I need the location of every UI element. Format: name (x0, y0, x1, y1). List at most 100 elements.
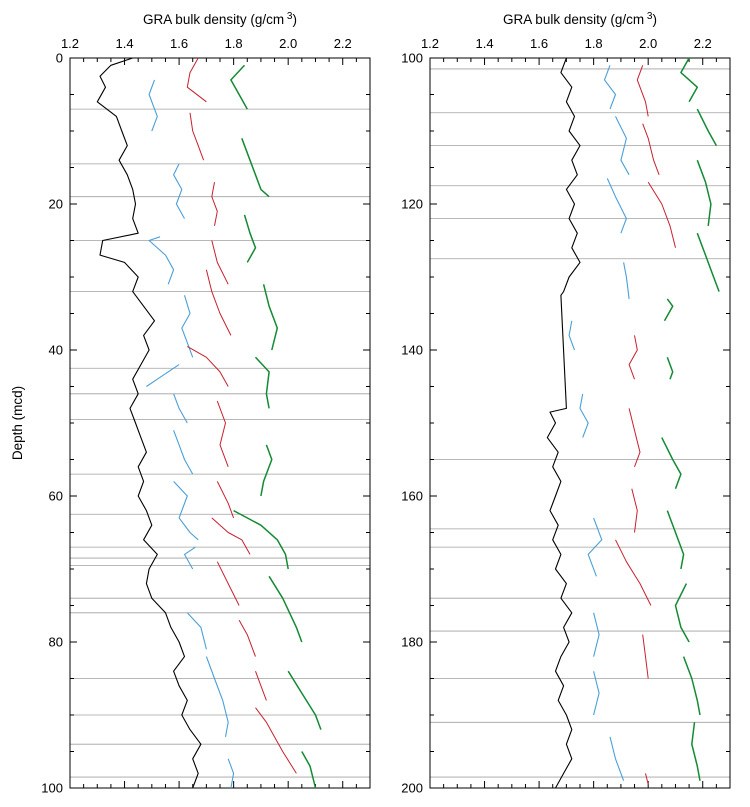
series-holeB-segment (255, 671, 267, 701)
y-tick-label: 200 (401, 781, 423, 796)
series-holeA-segment (173, 163, 185, 219)
series-holeB-segment (205, 269, 232, 336)
series-holeA-segment (606, 178, 627, 234)
series-holeA-segment (579, 393, 589, 438)
series-holeA-segment (173, 430, 194, 475)
series-holeC-segment (233, 509, 289, 570)
series-holeA-segment (587, 517, 603, 577)
series-holeC-segment (262, 284, 279, 351)
series-holeC-segment (260, 444, 273, 497)
series-holeB-segment (615, 539, 652, 606)
series-holeB-segment (642, 123, 660, 175)
x-tick-label: 2.0 (279, 36, 297, 51)
x-axis-title-superscript: 3 (284, 11, 293, 22)
series-holeB-segment (186, 57, 207, 103)
panel-1: 1.2 1.4 1.6 1.8 2.0 2.2 0 20 40 60 80 100 GRA bulk d… (10, 11, 371, 796)
series-holeA-segment (593, 671, 600, 716)
series-holeB-segment (255, 707, 297, 774)
series-holeA-segment (173, 481, 199, 541)
series-holeA-segment (623, 262, 630, 299)
series-holeA-segment (205, 656, 229, 738)
x-axis-title-text: GRA bulk density (g/cm (143, 12, 284, 27)
x-tick-label: 1.2 (61, 36, 79, 51)
series-holeC-segment (666, 357, 674, 380)
series-holeC-segment (682, 656, 701, 716)
series-holeC-segment (666, 510, 685, 570)
series-holeB-segment (211, 517, 251, 555)
series-holeA-segment (227, 758, 235, 789)
series-holeC-segment (674, 583, 690, 643)
x-axis-title: GRA bulk density (g/cm 3) (503, 11, 657, 27)
x-tick-label: 1.4 (116, 36, 134, 51)
y-tick-label: 120 (401, 197, 423, 212)
x-axis-title-suffix: ) (652, 12, 657, 27)
series-holeA-segment (609, 736, 625, 781)
x-tick-label: 1.8 (225, 36, 243, 51)
series-holeB-segment (628, 335, 638, 380)
series-holeB-segment (238, 619, 256, 657)
y-tick-label: 100 (401, 51, 423, 66)
x-tick-label: 1.4 (476, 36, 494, 51)
series-composite-line (96, 57, 202, 789)
series-holeB-segment (211, 182, 218, 226)
series-holeC-segment (243, 214, 257, 263)
series-holeA-segment (173, 393, 188, 424)
series-holeB-segment (189, 112, 205, 161)
series-holeC-segment (268, 575, 303, 643)
x-tick-label: 1.6 (170, 36, 188, 51)
series-holeB-segment (645, 773, 649, 785)
x-tick-label: 2.2 (694, 36, 712, 51)
y-tick-label: 80 (49, 635, 63, 650)
series-holeB-segment (187, 345, 229, 387)
series-holeA-segment (186, 612, 207, 650)
x-tick-label: 2.2 (334, 36, 352, 51)
series-composite-line (546, 57, 581, 789)
series-holeB-segment (211, 240, 229, 285)
x-axis-title-suffix: ) (292, 12, 297, 27)
series-holeC-segment (287, 670, 322, 730)
series-holeA-segment (593, 612, 600, 657)
series-holeC-segment (696, 232, 720, 292)
y-tick-label: 140 (401, 343, 423, 358)
series-holeA-segment (183, 546, 196, 570)
series-holeC-segment (230, 64, 248, 110)
series-holeC-segment (254, 356, 270, 409)
y-tick-label: 20 (49, 197, 63, 212)
series-holeA-segment (568, 320, 576, 351)
series-holeB-segment (647, 181, 676, 248)
x-tick-label: 1.2 (421, 36, 439, 51)
series-holeC-segment (696, 159, 712, 226)
y-axis-title: Depth (mcd) (10, 386, 25, 460)
panel-2: 1.2 1.4 1.6 1.8 2.0 2.2 100 120 140 160 180 200 GRA … (401, 11, 731, 796)
series-holeB-segment (642, 634, 649, 679)
x-axis-title-superscript: 3 (644, 11, 653, 22)
series-holeB-segment (628, 408, 641, 467)
x-tick-label: 2.0 (639, 36, 657, 51)
series-holeC-segment (691, 722, 701, 781)
series-holeC-segment (696, 108, 718, 146)
x-axis-title: GRA bulk density (g/cm 3) (143, 11, 297, 27)
x-tick-label: 1.6 (530, 36, 548, 51)
y-tick-label: 40 (49, 343, 63, 358)
y-tick-label: 180 (401, 635, 423, 650)
series-holeA-segment (148, 79, 158, 132)
series-holeA-segment (148, 236, 175, 285)
x-axis-title-text: GRA bulk density (g/cm (503, 12, 644, 27)
series-holeB-segment (631, 488, 638, 533)
y-tick-label: 0 (56, 51, 63, 66)
series-holeC-segment (301, 751, 317, 789)
series-holeC-segment (241, 138, 270, 198)
series-holeB-segment (216, 481, 235, 519)
series-holeB-segment (216, 561, 240, 606)
series-holeB-segment (216, 400, 229, 467)
series-holeC-segment (661, 437, 682, 489)
series-holeA-segment (146, 364, 180, 387)
series-holeC-segment (680, 57, 699, 103)
series-holeC-segment (663, 298, 674, 322)
y-tick-label: 160 (401, 489, 423, 504)
series-holeB-segment (636, 65, 649, 117)
y-tick-label: 60 (49, 489, 63, 504)
series-holeA-segment (603, 65, 617, 110)
series-holeA-segment (615, 116, 630, 176)
